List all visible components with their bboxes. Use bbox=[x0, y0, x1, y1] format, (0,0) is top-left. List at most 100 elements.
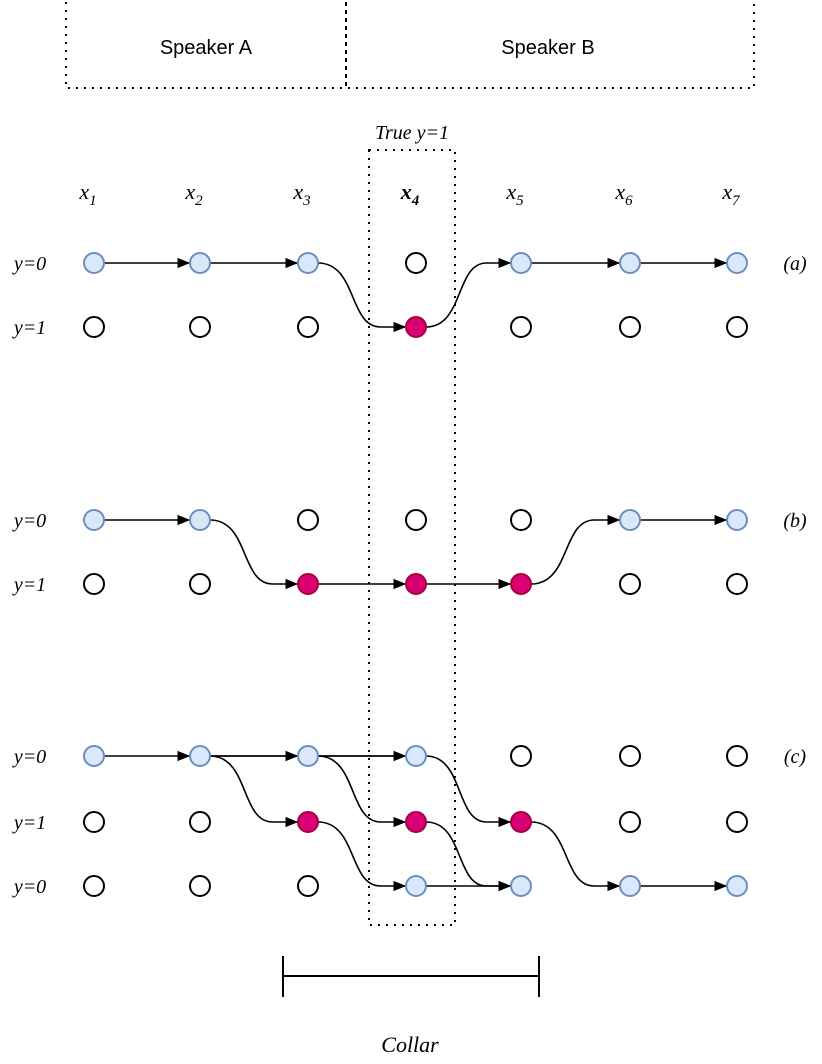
transition-arrow bbox=[317, 821, 407, 892]
column-header-var: x bbox=[614, 179, 625, 204]
column-header-subscript: 7 bbox=[732, 193, 741, 209]
state-node-empty bbox=[405, 252, 427, 274]
state-node-pink bbox=[405, 316, 427, 338]
panel-tag-c: (c) bbox=[784, 746, 807, 768]
row-label: y=1 bbox=[12, 574, 46, 596]
state-node-empty bbox=[726, 573, 748, 595]
panel-b: y=0 y=1 (b) bbox=[12, 509, 807, 596]
state-node-empty bbox=[510, 509, 532, 531]
transition-arrow bbox=[425, 821, 512, 892]
state-node-blue bbox=[405, 875, 427, 897]
state-node-empty bbox=[189, 811, 211, 833]
speaker-b-label: Speaker B bbox=[501, 37, 594, 59]
state-node-blue bbox=[83, 252, 105, 274]
speaker-a-box bbox=[65, 0, 347, 89]
panel-tag-b: (b) bbox=[783, 510, 807, 532]
column-header-subscript: 6 bbox=[625, 193, 633, 209]
panel-tag-a: (a) bbox=[783, 253, 807, 275]
state-node-blue bbox=[619, 875, 641, 897]
column-header-x4: x4 bbox=[400, 179, 420, 209]
transition-arrow bbox=[209, 519, 299, 590]
collar-bracket bbox=[282, 956, 540, 997]
state-node-empty bbox=[189, 875, 211, 897]
column-header-x3: x3 bbox=[292, 179, 310, 209]
state-node-empty bbox=[297, 316, 319, 338]
state-node-blue bbox=[297, 745, 319, 767]
state-node-blue bbox=[297, 252, 319, 274]
state-node-pink bbox=[405, 573, 427, 595]
panel-c-nodes bbox=[83, 745, 748, 897]
state-node-blue bbox=[510, 875, 532, 897]
transition-arrow bbox=[317, 262, 407, 333]
column-header-subscript: 1 bbox=[89, 193, 97, 209]
state-node-pink bbox=[297, 573, 319, 595]
true-label: True y=1 bbox=[375, 122, 449, 144]
column-header-subscript: 5 bbox=[516, 193, 524, 209]
column-header-x7: x7 bbox=[721, 179, 741, 209]
column-header-var: x bbox=[505, 179, 516, 204]
state-node-pink bbox=[510, 573, 532, 595]
transition-arrow bbox=[317, 755, 407, 828]
column-header-x6: x6 bbox=[614, 179, 633, 209]
state-node-blue bbox=[510, 252, 532, 274]
transition-arrow bbox=[530, 514, 621, 585]
state-node-empty bbox=[510, 745, 532, 767]
state-node-empty bbox=[619, 811, 641, 833]
row-label: y=1 bbox=[12, 812, 46, 834]
column-header-x1: x1 bbox=[78, 179, 96, 209]
state-node-empty bbox=[83, 573, 105, 595]
speaker-a-label: Speaker A bbox=[160, 37, 253, 59]
state-node-blue bbox=[189, 252, 211, 274]
panel-a-edges bbox=[104, 257, 728, 333]
column-header-subscript: 3 bbox=[302, 193, 311, 209]
state-node-empty bbox=[83, 811, 105, 833]
state-node-empty bbox=[726, 811, 748, 833]
state-node-empty bbox=[405, 509, 427, 531]
column-header-var: x bbox=[292, 179, 303, 204]
column-header-var: x bbox=[721, 179, 732, 204]
transition-arrow bbox=[209, 755, 299, 828]
state-node-blue bbox=[726, 252, 748, 274]
panel-b-edges bbox=[104, 514, 728, 590]
state-node-blue bbox=[189, 745, 211, 767]
column-header-subscript: 4 bbox=[411, 193, 420, 209]
speaker-b-box bbox=[345, 0, 755, 89]
transition-arrow bbox=[530, 821, 621, 892]
state-node-pink bbox=[405, 811, 427, 833]
state-node-empty bbox=[619, 745, 641, 767]
state-node-empty bbox=[297, 875, 319, 897]
state-node-blue bbox=[726, 875, 748, 897]
transition-arrow bbox=[425, 257, 512, 328]
panels: y=0 y=1 (a) y=0 y=1 (b) y=0 y=1 y=0 (c) bbox=[12, 252, 807, 898]
panel-c-edges bbox=[104, 750, 728, 892]
state-node-empty bbox=[619, 573, 641, 595]
state-node-empty bbox=[297, 509, 319, 531]
true-label-box bbox=[368, 149, 456, 926]
state-node-empty bbox=[189, 573, 211, 595]
state-node-empty bbox=[726, 745, 748, 767]
column-header-subscript: 2 bbox=[195, 193, 203, 209]
column-header-x5: x5 bbox=[505, 179, 524, 209]
state-node-empty bbox=[83, 875, 105, 897]
panel-b-nodes bbox=[83, 509, 748, 595]
state-node-blue bbox=[189, 509, 211, 531]
panel-c: y=0 y=1 y=0 (c) bbox=[12, 745, 807, 898]
row-label: y=0 bbox=[12, 746, 46, 768]
state-node-empty bbox=[510, 316, 532, 338]
state-node-blue bbox=[726, 509, 748, 531]
row-label: y=1 bbox=[12, 317, 46, 339]
state-node-empty bbox=[619, 316, 641, 338]
state-node-pink bbox=[297, 811, 319, 833]
state-node-blue bbox=[405, 745, 427, 767]
state-node-blue bbox=[619, 252, 641, 274]
row-label: y=0 bbox=[12, 876, 46, 898]
column-header-var: x bbox=[78, 179, 89, 204]
panel-a-nodes bbox=[83, 252, 748, 338]
column-header-x2: x2 bbox=[184, 179, 203, 209]
column-header-var: x bbox=[400, 179, 412, 204]
state-node-blue bbox=[83, 745, 105, 767]
collar-label: Collar bbox=[381, 1032, 439, 1057]
state-node-empty bbox=[726, 316, 748, 338]
row-label: y=0 bbox=[12, 253, 46, 275]
